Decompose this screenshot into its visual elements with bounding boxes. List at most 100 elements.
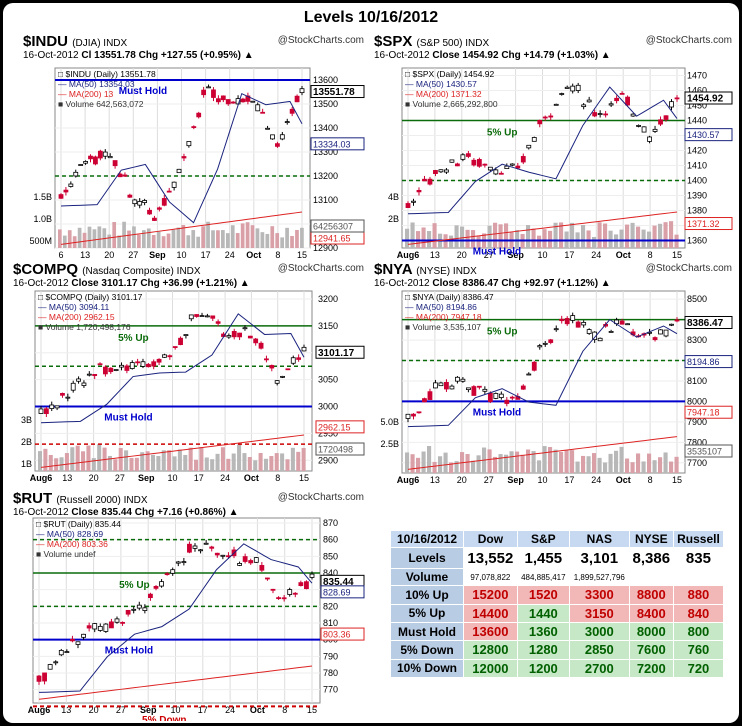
- candle-body: [129, 362, 135, 369]
- volume-bar: [449, 462, 454, 473]
- x-tick-label: 13: [430, 475, 440, 485]
- legend-entry: — MA(200) 13: [58, 89, 114, 99]
- ma50-line: [407, 86, 678, 215]
- volume-bar: [570, 450, 575, 473]
- candle-body: [125, 609, 131, 615]
- candle-body: [248, 560, 254, 564]
- volume-bar: [145, 451, 150, 471]
- volume-bar: [636, 453, 641, 473]
- candle-body: [542, 116, 548, 119]
- levels-table: 10/16/2012 Dow S&P NAS NYSE Russell Leve…: [390, 529, 725, 679]
- candle-body: [175, 561, 181, 564]
- tag-box: [315, 420, 365, 434]
- candle-body: [281, 597, 287, 600]
- volume-bar: [86, 445, 91, 471]
- volume-bar: [652, 460, 657, 473]
- candle-body: [476, 159, 482, 167]
- volume-bar: [652, 225, 657, 248]
- volume-bar: [117, 235, 121, 248]
- candle-body: [73, 171, 79, 177]
- legend-entry: — MA(200) 2962.15: [38, 312, 115, 322]
- volume-bar: [603, 223, 608, 248]
- volume-bar: [410, 454, 415, 473]
- level-nas: 3,101: [568, 547, 630, 569]
- volume-bar: [194, 459, 199, 471]
- level-cell: 12800: [463, 640, 518, 660]
- volume-bar: [581, 224, 586, 248]
- candle-body: [64, 651, 70, 653]
- x-tick-label: 20: [457, 250, 467, 260]
- level-annotation: 5% Up: [119, 580, 150, 591]
- volume-bar: [206, 221, 210, 248]
- candle-body: [137, 201, 143, 206]
- x-tick-label: Oct: [616, 250, 631, 260]
- candle-body: [285, 368, 291, 371]
- legend-entry: □ $NYA (Daily) 8386.47: [405, 292, 494, 302]
- x-tick-label: 8: [648, 475, 653, 485]
- volume-tick-label: 2B: [21, 437, 32, 447]
- volume-bar: [515, 451, 520, 473]
- tag-box: [684, 128, 733, 142]
- volume-bar: [265, 233, 270, 248]
- candle-body: [471, 159, 477, 166]
- candle-body: [187, 543, 192, 553]
- candle-body: [641, 126, 647, 133]
- ma50-tag: 1430.57: [687, 130, 720, 140]
- y-tick-label: 13500: [313, 99, 338, 109]
- candle-body: [669, 101, 674, 108]
- candle-body: [279, 134, 285, 140]
- candle-body: [167, 355, 173, 358]
- y-tick-label: 770: [323, 685, 338, 695]
- x-tick-label: Sep: [138, 473, 155, 483]
- level-sp: 1,455: [516, 547, 570, 569]
- chart-symbol: $RUT: [13, 490, 57, 507]
- legend-entry: ■ Volume 642,563,072: [58, 99, 144, 109]
- volume-bar: [201, 226, 205, 248]
- level-cell: 1360: [516, 621, 570, 642]
- x-tick-label: 15: [672, 475, 682, 485]
- candle-body: [136, 604, 142, 609]
- candle-body: [112, 160, 118, 167]
- tag-box: [684, 91, 733, 105]
- row-label: 10% Up: [390, 585, 464, 605]
- volume-bar: [188, 447, 193, 471]
- candle-body: [287, 589, 293, 595]
- ma200-tag: 1371.32: [687, 219, 720, 229]
- volume-bar: [230, 225, 235, 248]
- level-cell: 3000: [568, 621, 630, 642]
- volume-bar: [112, 222, 117, 248]
- ma200-tag: 803.36: [323, 630, 351, 640]
- x-tick-label: 24: [591, 475, 601, 485]
- candle-body: [542, 342, 548, 345]
- volume-bar: [280, 237, 285, 248]
- chart-svg: Aug6132027Sep101724Oct815850084008300820…: [380, 290, 733, 485]
- volume-tick-label: 2.5B: [380, 439, 399, 449]
- candle-body: [42, 672, 47, 682]
- candle-body: [444, 169, 449, 173]
- volume-tick-label: 500M: [29, 236, 52, 246]
- candle-body: [86, 373, 92, 376]
- y-tick-label: 780: [323, 668, 338, 678]
- y-tick-label: 12900: [313, 243, 338, 253]
- candle-body: [674, 319, 680, 322]
- volume-tick-label: 4B: [388, 192, 399, 202]
- y-tick-label: 1460: [687, 86, 707, 96]
- x-tick-label: 13: [430, 250, 440, 260]
- volume-bar: [161, 236, 166, 248]
- candle-body: [301, 346, 307, 352]
- candle-body: [204, 315, 210, 318]
- volume-bar: [300, 227, 304, 248]
- y-tick-label: 1360: [687, 236, 707, 246]
- volume-bar: [285, 459, 290, 471]
- level-cell: 880: [672, 585, 725, 605]
- y-tick-label: 7700: [687, 458, 707, 468]
- volume-bar: [97, 226, 102, 248]
- volume-bar: [113, 459, 118, 471]
- last-price-tag: 3101.17: [318, 348, 355, 359]
- candle-body: [405, 203, 411, 208]
- level-cell: 7200: [628, 658, 674, 679]
- x-tick-label: Sep: [149, 250, 166, 260]
- x-tick-label: Aug6: [30, 473, 53, 483]
- volume-bar: [199, 446, 204, 471]
- volume-bar: [151, 234, 156, 248]
